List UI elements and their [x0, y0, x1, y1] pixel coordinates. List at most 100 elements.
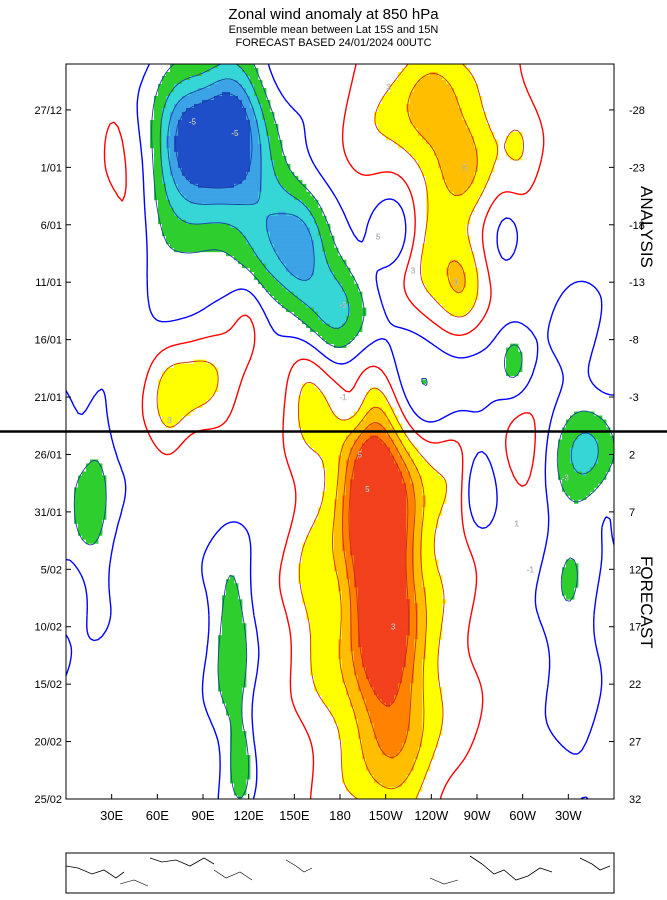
field-cell [154, 103, 159, 109]
field-cell [358, 423, 363, 428]
field-cell [282, 291, 287, 297]
field-cell [182, 375, 187, 380]
field-cell [458, 71, 463, 77]
field-cell [178, 143, 183, 149]
field-cell [338, 459, 343, 464]
field-cell [450, 163, 455, 169]
field-cell [458, 95, 463, 101]
field-cell [382, 567, 387, 572]
field-cell [174, 123, 179, 129]
field-cell [594, 435, 599, 440]
field-cell [326, 547, 331, 552]
field-cell [162, 419, 167, 424]
field-cell [450, 83, 455, 89]
field-cell [322, 251, 327, 257]
field-cell [210, 127, 215, 133]
field-cell [590, 427, 595, 432]
field-cell [250, 167, 255, 173]
field-cell [210, 179, 215, 185]
field-cell [210, 163, 215, 169]
field-cell [414, 451, 419, 456]
field-cell [338, 419, 343, 424]
field-cell [422, 115, 427, 121]
field-cell [610, 447, 614, 452]
field-cell [238, 223, 243, 229]
field-cell [206, 123, 211, 129]
field-cell [562, 463, 567, 468]
field-cell [430, 503, 435, 508]
field-cell [566, 451, 571, 456]
field-cell [306, 223, 311, 229]
field-cell [182, 239, 187, 245]
field-cell [390, 507, 395, 512]
field-cell [258, 107, 263, 113]
field-cell [338, 499, 343, 504]
field-cell [322, 495, 327, 500]
field-cell [430, 291, 435, 297]
field-cell [474, 187, 479, 193]
field-cell [162, 203, 167, 209]
field-cell [590, 475, 595, 480]
field-cell [410, 111, 415, 117]
field-cell [198, 83, 203, 89]
field-cell [426, 135, 431, 141]
field-cell [490, 163, 495, 169]
field-cell [234, 67, 239, 73]
field-cell [322, 443, 327, 448]
field-cell [282, 175, 287, 181]
field-cell [186, 139, 191, 145]
chart-title: Zonal wind anomaly at 850 hPa [228, 6, 439, 23]
field-cell [578, 455, 583, 460]
field-cell [198, 219, 203, 225]
field-cell [338, 495, 343, 500]
field-cell [478, 163, 483, 169]
field-cell [438, 267, 443, 273]
field-cell [382, 107, 387, 113]
field-cell [454, 199, 459, 205]
field-cell [430, 99, 435, 105]
field-cell [434, 283, 439, 289]
field-cell [174, 379, 179, 384]
field-cell [310, 387, 315, 392]
field-cell [330, 499, 335, 504]
field-cell [338, 287, 343, 293]
field-cell [326, 275, 331, 281]
field-cell [82, 503, 87, 508]
field-cell [310, 263, 315, 269]
field-cell [314, 427, 319, 432]
field-cell [322, 555, 327, 560]
field-cell [286, 227, 291, 233]
field-cell [450, 207, 455, 213]
field-cell [326, 255, 331, 261]
field-cell [382, 495, 387, 500]
field-cell [310, 231, 315, 237]
field-cell [378, 543, 383, 548]
field-cell [390, 459, 395, 464]
field-cell [406, 95, 411, 101]
field-cell [354, 527, 359, 532]
field-cell [226, 235, 231, 241]
field-cell [290, 255, 295, 261]
field-cell [442, 155, 447, 161]
field-cell [458, 91, 463, 97]
field-cell [406, 475, 411, 480]
field-cell [326, 303, 331, 309]
field-cell [382, 471, 387, 476]
field-cell [362, 447, 367, 452]
field-cell [426, 147, 431, 153]
field-cell [474, 87, 479, 93]
field-cell [326, 523, 331, 528]
field-cell [246, 159, 251, 165]
field-cell [186, 379, 191, 384]
field-cell [342, 511, 347, 516]
field-cell [402, 131, 407, 137]
field-cell [354, 307, 359, 313]
field-cell [414, 479, 419, 484]
field-cell [330, 487, 335, 492]
field-cell [402, 139, 407, 145]
field-cell [102, 499, 107, 504]
field-cell [322, 435, 327, 440]
field-cell [254, 135, 259, 141]
field-cell [94, 459, 99, 464]
field-cell [446, 139, 451, 145]
